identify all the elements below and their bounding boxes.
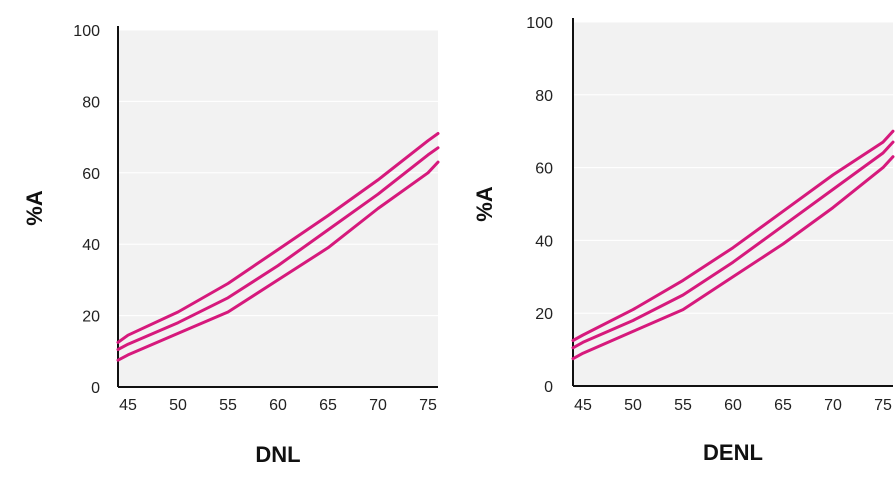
x-axis-title: DENL <box>703 440 763 465</box>
x-tick-label: 70 <box>369 397 387 414</box>
x-tick-label: 60 <box>269 397 287 414</box>
plot-area <box>118 30 438 387</box>
y-tick-label: 20 <box>82 309 100 326</box>
y-tick-label: 80 <box>535 88 553 105</box>
x-tick-label: 55 <box>674 397 692 414</box>
x-tick-label: 45 <box>119 397 137 414</box>
y-tick-label: 60 <box>82 166 100 183</box>
x-tick-label: 60 <box>724 397 742 414</box>
y-tick-label: 0 <box>91 380 100 397</box>
x-tick-label: 45 <box>574 397 592 414</box>
y-tick-label: 40 <box>82 237 100 254</box>
x-axis-title: DNL <box>255 442 300 467</box>
x-tick-label: 55 <box>219 397 237 414</box>
y-tick-label: 100 <box>526 15 553 32</box>
x-tick-label: 70 <box>824 397 842 414</box>
y-tick-label: 20 <box>535 306 553 323</box>
series-line-1 <box>116 132 440 344</box>
chart-panel-1: 0 20 40 60 80 100 45 50 55 60 65 70 75 DNL %A <box>22 23 440 467</box>
y-tick-label: 100 <box>73 23 100 40</box>
y-tick-label: 80 <box>82 94 100 111</box>
x-tick-label: 75 <box>874 397 892 414</box>
series-line-3 <box>571 155 895 361</box>
y-tick-label: 60 <box>535 161 553 178</box>
series-line-1 <box>571 129 895 342</box>
y-axis-title: %A <box>472 186 497 222</box>
x-tick-label: 50 <box>169 397 187 414</box>
x-tick-label: 50 <box>624 397 642 414</box>
y-tick-label: 40 <box>535 233 553 250</box>
x-tick-label: 75 <box>419 397 437 414</box>
x-tick-label: 65 <box>319 397 337 414</box>
x-tick-label: 65 <box>774 397 792 414</box>
plot-area <box>573 22 893 386</box>
series-line-2 <box>116 146 440 351</box>
chart-panel-2: 0 20 40 60 80 100 45 50 55 60 65 70 75 DENL %A <box>472 15 895 465</box>
series-line-2 <box>571 140 895 350</box>
y-tick-label: 0 <box>544 379 553 396</box>
series-line-3 <box>116 160 440 362</box>
y-axis-title: %A <box>22 190 47 226</box>
